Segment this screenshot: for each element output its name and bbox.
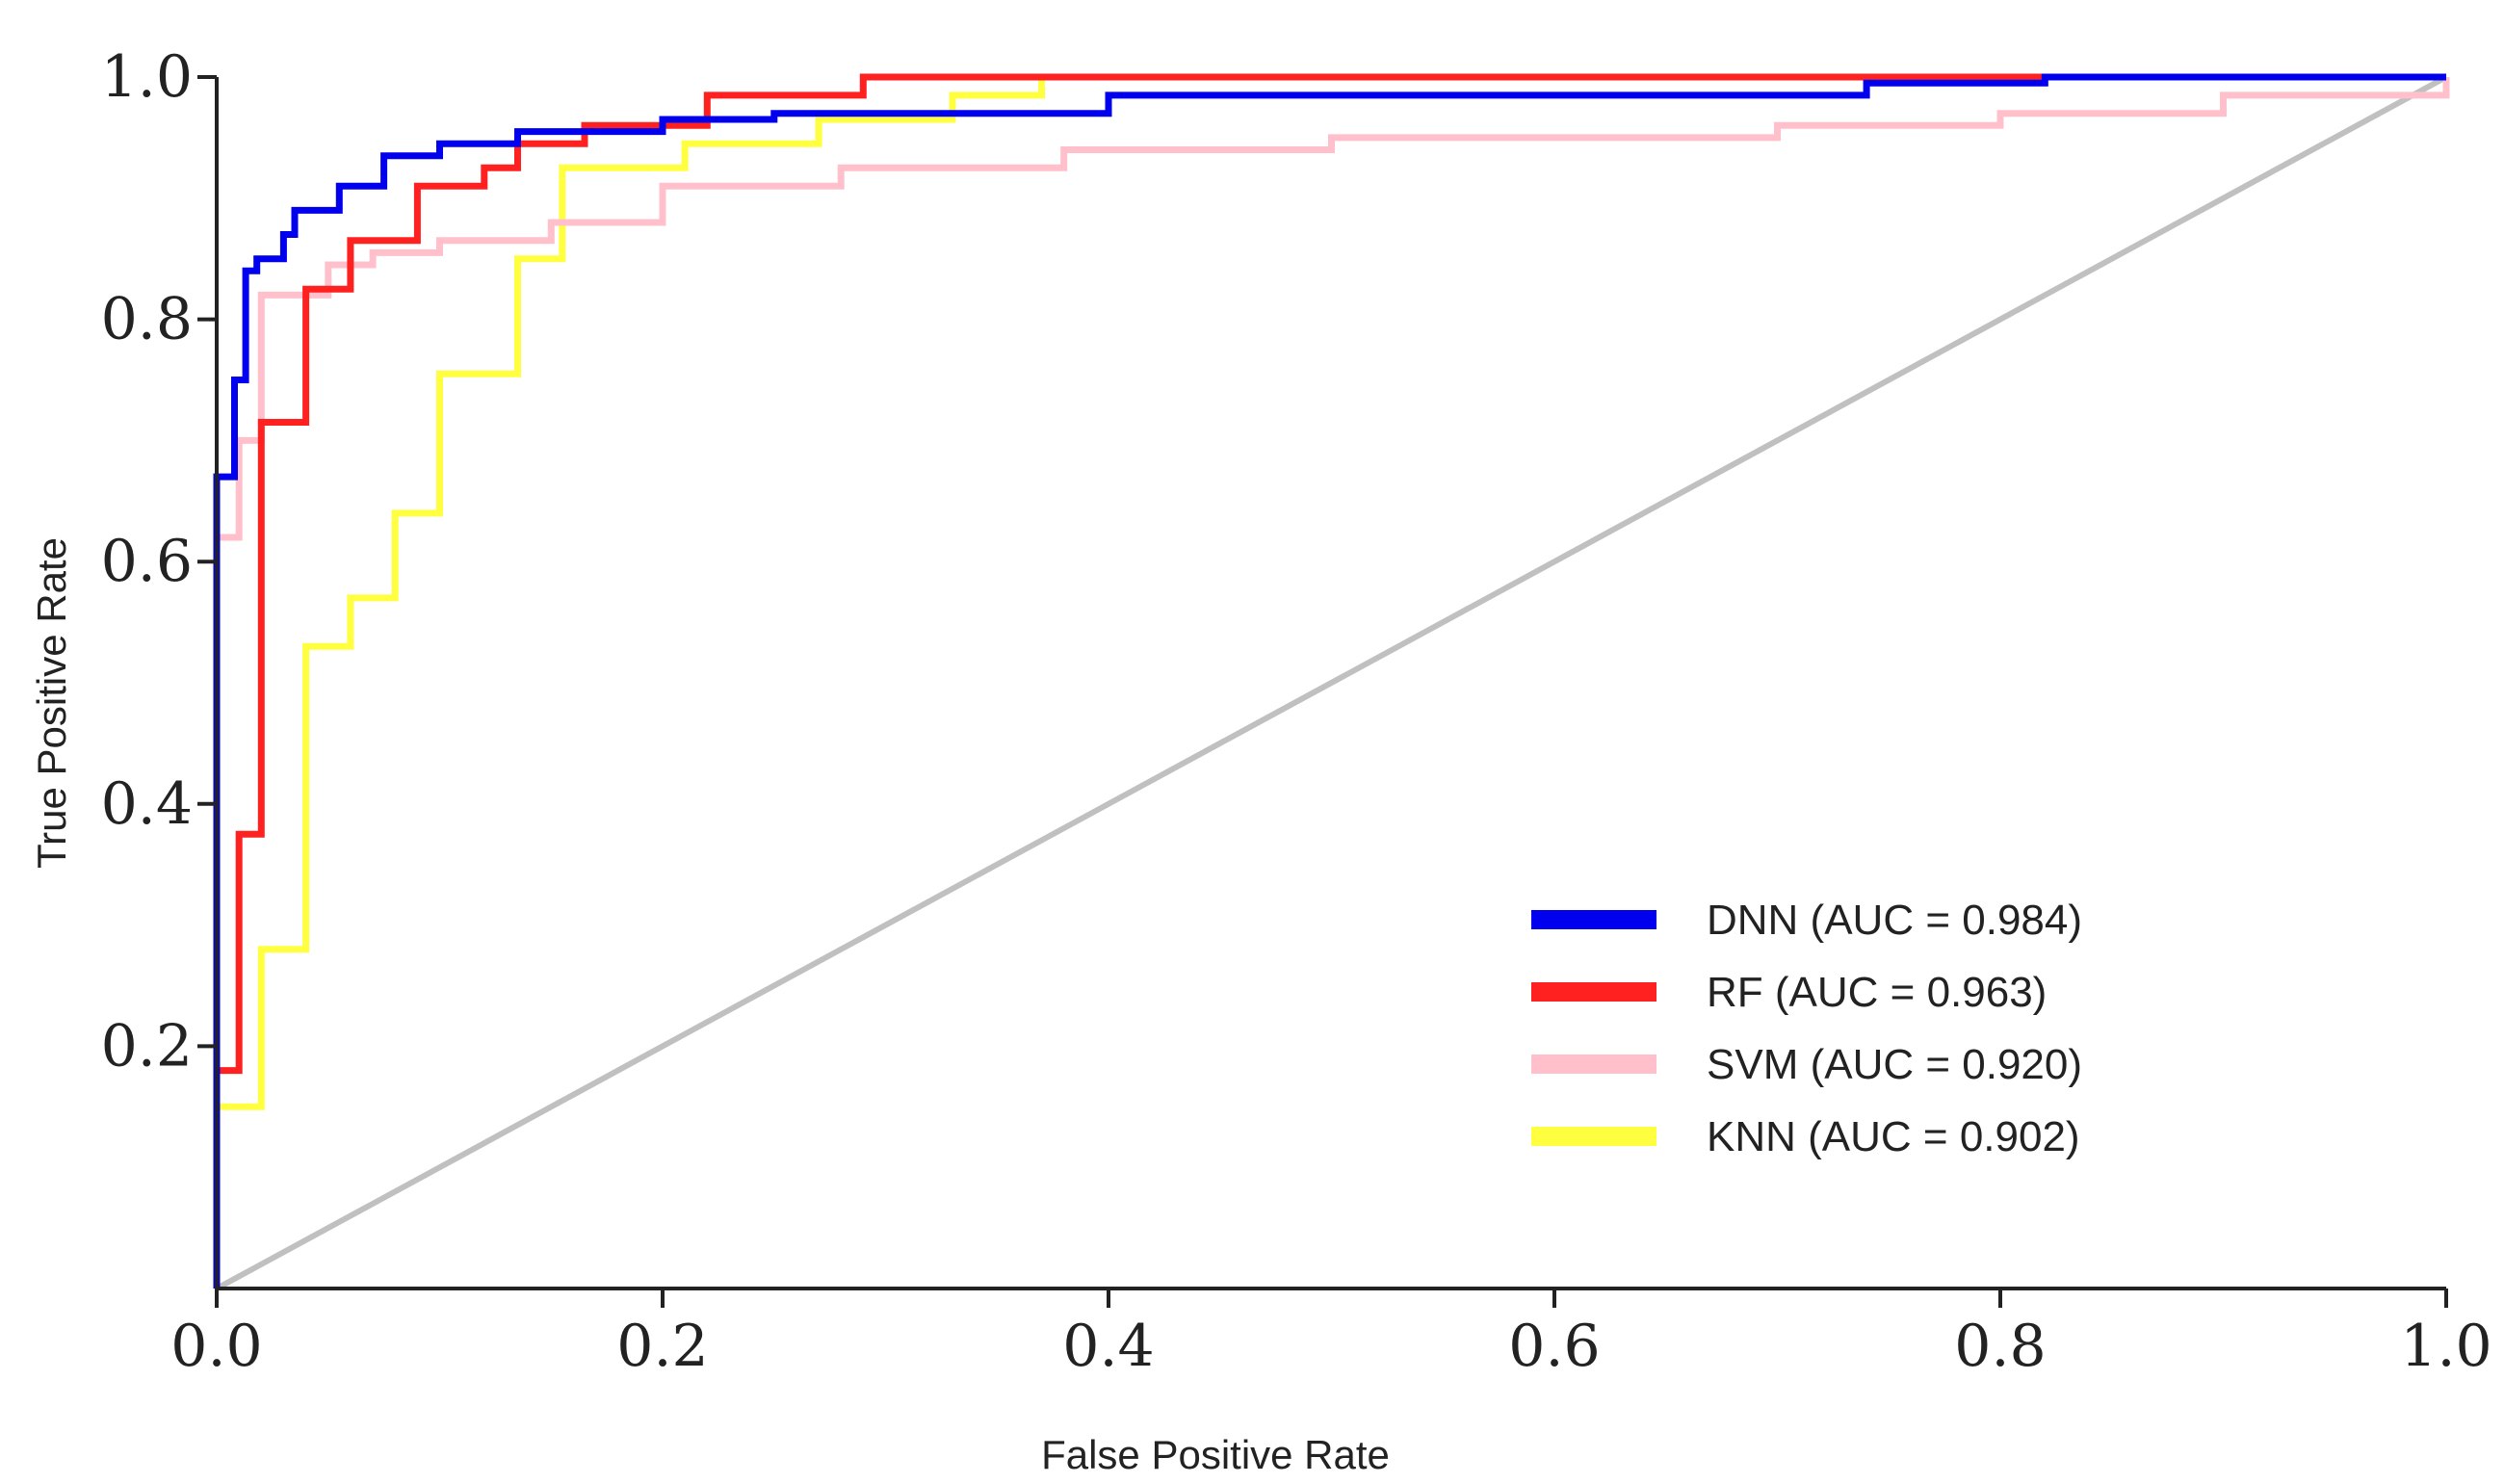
y-tick-label: 0.6 — [101, 528, 193, 595]
legend-label-knn: KNN (AUC = 0.902) — [1707, 1113, 2080, 1160]
x-axis-title: False Positive Rate — [1041, 1432, 1390, 1477]
y-axis-title: True Positive Rate — [29, 537, 74, 869]
y-tick-label: 0.2 — [101, 1012, 193, 1080]
series-line-svm — [213, 77, 2450, 1289]
reference-line-layer — [215, 74, 2448, 1291]
legend-label-dnn: DNN (AUC = 0.984) — [1707, 897, 2082, 944]
legend: DNN (AUC = 0.984) RF (AUC = 0.963) SVM (AU… — [1531, 897, 2082, 1160]
y-tick-label: 0.8 — [101, 286, 193, 353]
x-tick-label: 0.8 — [1954, 1313, 2046, 1380]
y-axis-ticks: 0.2 0.4 0.6 0.8 1.0 — [101, 43, 217, 1080]
x-tick-label: 0.2 — [616, 1313, 708, 1380]
axes — [215, 77, 2446, 1290]
legend-label-svm: SVM (AUC = 0.920) — [1707, 1041, 2082, 1088]
y-tick-label: 1.0 — [101, 43, 193, 111]
y-tick-label: 0.4 — [101, 770, 193, 838]
series-line-dnn — [213, 73, 2446, 1289]
series-layer — [213, 73, 2450, 1289]
x-tick-label: 1.0 — [2400, 1313, 2491, 1380]
series-line-rf — [213, 73, 2046, 1289]
x-tick-label: 0.4 — [1062, 1313, 1154, 1380]
x-axis-ticks: 0.0 0.2 0.4 0.6 0.8 1.0 — [170, 1289, 2492, 1380]
x-tick-label: 0.0 — [170, 1313, 262, 1380]
x-tick-label: 0.6 — [1508, 1313, 1600, 1380]
series-line-knn — [213, 73, 2446, 1289]
chance-diagonal-line — [215, 74, 2448, 1291]
legend-label-rf: RF (AUC = 0.963) — [1707, 969, 2047, 1016]
